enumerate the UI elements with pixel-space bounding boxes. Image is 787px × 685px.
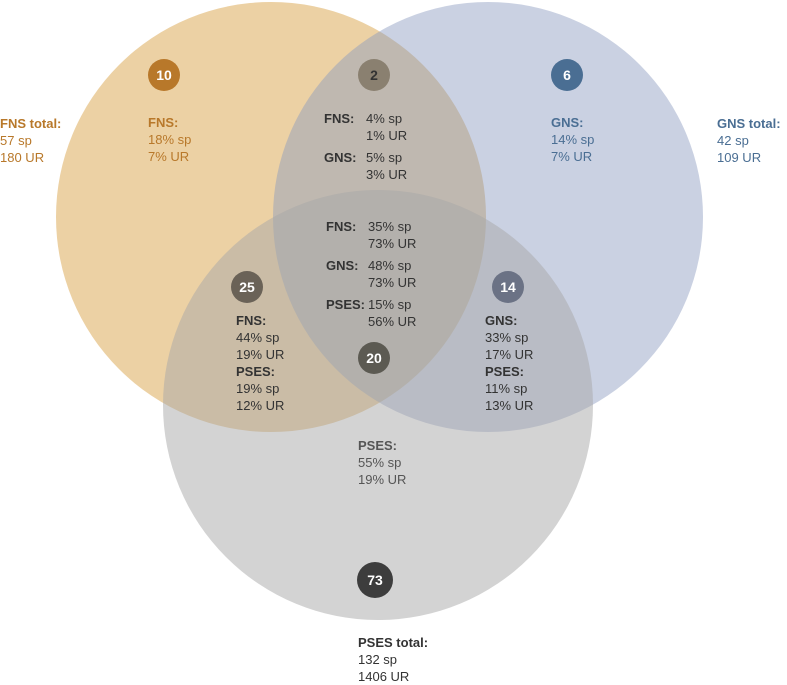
gns-total-sp: 42 sp — [717, 133, 749, 148]
fns-gns-label: FNS: 4% sp 1% UR GNS: 5% sp 3% UR — [324, 110, 407, 183]
fns-gns-gns-ur: 3% UR — [366, 167, 408, 182]
pses-only-ur: 19% UR — [358, 472, 407, 487]
all-pses-sp: 15% sp — [368, 297, 412, 312]
fns-gns-fns-sp: 4% sp — [366, 111, 403, 126]
fns-pses-fns-key: FNS: — [236, 313, 267, 328]
gns-only-label: GNS: 14% sp 7% UR — [551, 114, 594, 165]
fns-gns-fns-ur: 1% UR — [366, 128, 408, 143]
all-pses-key: PSES: — [326, 297, 366, 312]
fns-gns-count-badge: 2 — [358, 59, 390, 91]
gns-only-title: GNS: — [551, 115, 584, 130]
all-gns-sp: 48% sp — [368, 258, 412, 273]
all-fns-key: FNS: — [326, 219, 357, 234]
fns-total-title: FNS total: — [0, 116, 62, 131]
fns-pses-label: FNS: 44% sp 19% UR PSES: 19% sp 12% UR — [236, 312, 284, 414]
fns-only-label: FNS: 18% sp 7% UR — [148, 114, 191, 165]
pses-total-sp: 132 sp — [358, 652, 398, 667]
fns-total-sp: 57 sp — [0, 133, 32, 148]
gns-only-sp: 14% sp — [551, 132, 595, 147]
fns-gns-gns-row: GNS: 5% sp 3% UR — [324, 149, 407, 183]
gns-pses-pses-sp: 11% sp — [485, 381, 528, 396]
gns-pses-gns-ur: 17% UR — [485, 347, 534, 362]
fns-pses-count-badge: 25 — [231, 271, 263, 303]
pses-total: PSES total: 132 sp 1406 UR — [358, 634, 428, 685]
all-fns-sp: 35% sp — [368, 219, 412, 234]
fns-gns-gns-sp: 5% sp — [366, 150, 403, 165]
gns-total-ur: 109 UR — [717, 150, 762, 165]
gns-total: GNS total: 42 sp 109 UR — [717, 115, 781, 166]
fns-pses-fns-ur: 19% UR — [236, 347, 285, 362]
fns-only-count-badge: 10 — [148, 59, 180, 91]
gns-total-title: GNS total: — [717, 116, 781, 131]
fns-total-ur: 180 UR — [0, 150, 45, 165]
all-fns-row: FNS: 35% sp 73% UR — [326, 218, 416, 252]
gns-pses-count-badge: 14 — [492, 271, 524, 303]
pses-circle — [163, 190, 593, 620]
gns-pses-gns-key: GNS: — [485, 313, 518, 328]
all-pses-row: PSES: 15% sp 56% UR — [326, 296, 416, 330]
all-pses-ur: 56% UR — [368, 314, 417, 329]
gns-pses-label: GNS: 33% sp 17% UR PSES: 11% sp 13% UR — [485, 312, 533, 414]
all-gns-ur: 73% UR — [368, 275, 417, 290]
fns-only-sp: 18% sp — [148, 132, 192, 147]
fns-gns-fns-key: FNS: — [324, 111, 355, 126]
gns-pses-pses-ur: 13% UR — [485, 398, 534, 413]
fns-gns-gns-key: GNS: — [324, 150, 357, 165]
pses-only-title: PSES: — [358, 438, 398, 453]
fns-total: FNS total: 57 sp 180 UR — [0, 115, 61, 166]
all-label: FNS: 35% sp 73% UR GNS: 48% sp 73% UR PSES: 1… — [326, 218, 416, 330]
gns-only-count-badge: 6 — [551, 59, 583, 91]
fns-pses-fns-sp: 44% sp — [236, 330, 280, 345]
gns-only-ur: 7% UR — [551, 149, 593, 164]
fns-gns-fns-row: FNS: 4% sp 1% UR — [324, 110, 407, 144]
pses-only-label: PSES: 55% sp 19% UR — [358, 437, 406, 488]
gns-pses-gns-sp: 33% sp — [485, 330, 529, 345]
all-count-badge: 20 — [358, 342, 390, 374]
fns-only-ur: 7% UR — [148, 149, 190, 164]
fns-pses-pses-sp: 19% sp — [236, 381, 280, 396]
fns-pses-pses-key: PSES: — [236, 364, 276, 379]
pses-total-title: PSES total: — [358, 635, 429, 650]
gns-pses-pses-key: PSES: — [485, 364, 525, 379]
all-gns-row: GNS: 48% sp 73% UR — [326, 257, 416, 291]
all-gns-key: GNS: — [326, 258, 359, 273]
pses-only-sp: 55% sp — [358, 455, 402, 470]
fns-pses-pses-ur: 12% UR — [236, 398, 285, 413]
all-fns-ur: 73% UR — [368, 236, 417, 251]
fns-only-title: FNS: — [148, 115, 179, 130]
pses-only-count-badge: 73 — [357, 562, 393, 598]
pses-total-ur: 1406 UR — [358, 669, 410, 684]
